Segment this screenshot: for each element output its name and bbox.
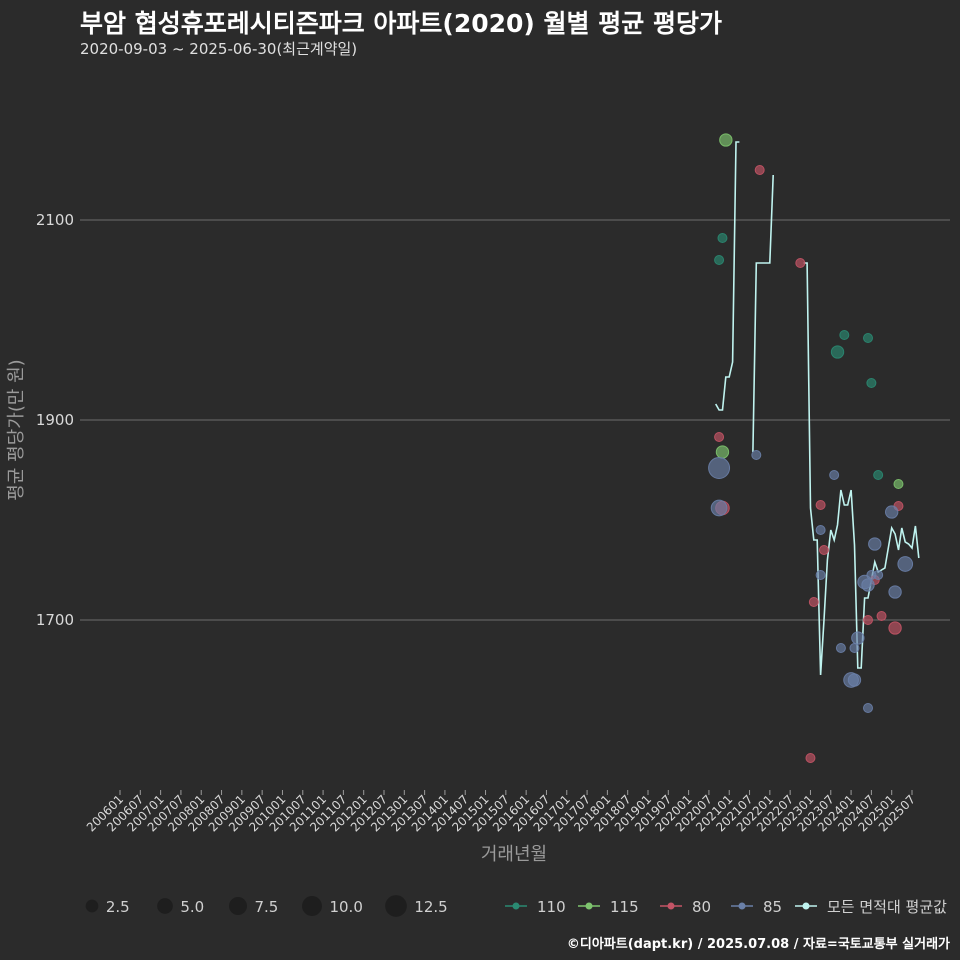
point-85-1 <box>708 457 731 479</box>
average-line-segment-3 <box>803 262 920 676</box>
point-85-16 <box>868 537 882 551</box>
size-legend-label-2: 5.0 <box>180 898 204 916</box>
color-legend: 110 115 80 85 모든 면적대 평균값 <box>505 898 947 916</box>
point-80-8 <box>819 545 829 555</box>
color-legend-label-80: 80 <box>692 898 711 916</box>
size-legend-label-5: 12.5 <box>414 898 447 916</box>
point-115-2 <box>719 133 733 147</box>
point-80-4 <box>795 258 806 268</box>
scatter-points <box>708 133 914 763</box>
point-85-19 <box>888 585 902 599</box>
gridlines <box>80 219 950 621</box>
color-legend-dot-115 <box>585 902 593 910</box>
average-line <box>715 141 920 676</box>
point-85-4 <box>815 525 826 535</box>
size-legend-label-3: 7.5 <box>254 898 278 916</box>
point-110-3 <box>830 345 845 359</box>
size-legend-label-1: 2.5 <box>106 898 130 916</box>
point-80-12 <box>888 621 902 635</box>
point-115-3 <box>893 479 904 489</box>
point-85-11 <box>851 631 865 645</box>
color-legend-dot-80 <box>667 902 675 910</box>
point-110-6 <box>866 378 877 388</box>
size-legend-dot-1 <box>85 899 99 913</box>
point-110-1 <box>714 255 725 265</box>
chart-subtitle: 2020-09-03 ~ 2025-06-30(최근계약일) <box>80 40 358 58</box>
x-axis-ticks: 2006012006072007012007072008012008072009… <box>84 790 918 835</box>
point-85-5 <box>815 570 826 580</box>
point-110-7 <box>873 470 884 480</box>
point-80-3 <box>754 165 765 175</box>
point-85-2 <box>710 499 728 517</box>
y-tick-label-2100: 2100 <box>36 211 74 229</box>
color-legend-dot-모든 면적대 평균값 <box>802 902 810 910</box>
y-tick-label-1900: 1900 <box>36 411 74 429</box>
chart-title: 부암 협성휴포레시티즌파크 아파트(2020) 월별 평균 평당가 <box>80 9 722 38</box>
color-legend-label-115: 115 <box>610 898 639 916</box>
point-85-13 <box>861 578 875 592</box>
point-80-5 <box>805 753 816 763</box>
average-line-segment-2 <box>752 174 774 453</box>
point-80-6 <box>808 597 819 607</box>
size-legend-dot-2 <box>157 898 173 914</box>
size-legend-dot-5 <box>385 895 407 917</box>
point-80-9 <box>863 615 873 625</box>
color-legend-label-85: 85 <box>763 898 782 916</box>
color-legend-label-모든 면적대 평균값: 모든 면적대 평균값 <box>827 898 947 916</box>
footer-credit: ©디아파트(dapt.kr) / 2025.07.08 / 자료=국토교통부 실… <box>566 937 950 952</box>
average-line-segment-1 <box>715 141 740 411</box>
point-110-4 <box>839 330 850 340</box>
color-legend-label-110: 110 <box>537 898 566 916</box>
y-axis-ticks: 1700 1900 2100 <box>36 211 74 629</box>
color-legend-dot-85 <box>738 902 746 910</box>
point-85-14 <box>863 703 873 713</box>
point-85-20 <box>897 556 914 572</box>
size-legend: 2.5 5.0 7.5 10.0 12.5 <box>85 895 448 917</box>
color-legend-dot-110 <box>512 902 520 910</box>
size-legend-dot-3 <box>229 897 247 915</box>
size-legend-label-4: 10.0 <box>329 898 362 916</box>
point-80-11 <box>876 611 887 621</box>
point-85-6 <box>829 470 840 480</box>
point-115-1 <box>715 445 730 459</box>
point-85-7 <box>835 643 846 653</box>
point-85-18 <box>885 505 899 519</box>
point-85-9 <box>847 673 862 687</box>
size-legend-dot-4 <box>302 896 322 916</box>
point-80-7 <box>815 500 826 510</box>
point-110-5 <box>863 333 873 343</box>
point-85-17 <box>873 570 884 580</box>
point-80-1 <box>714 432 725 442</box>
point-85-3 <box>751 450 762 460</box>
x-axis-title: 거래년월 <box>481 844 547 865</box>
point-85-10 <box>849 643 860 653</box>
y-tick-label-1700: 1700 <box>36 611 74 629</box>
point-110-2 <box>717 233 728 243</box>
y-axis-title: 평균 평당가(만 원) <box>6 359 27 500</box>
